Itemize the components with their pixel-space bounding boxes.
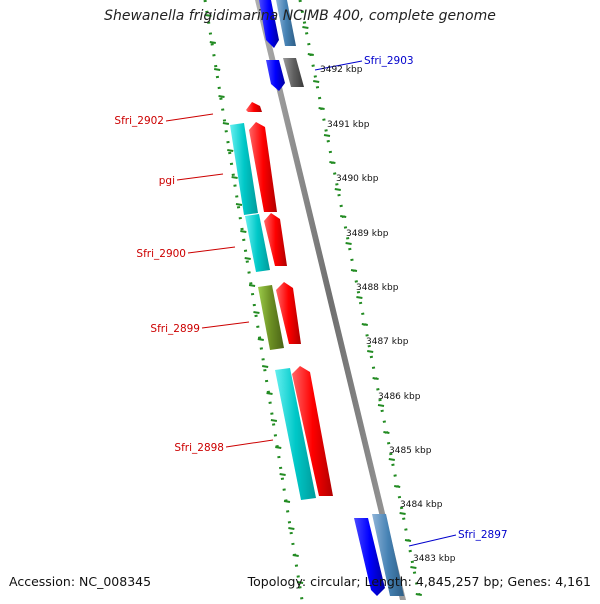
ruler-tick [361, 323, 368, 326]
ruler-tick [240, 230, 247, 233]
ruler-tick [334, 188, 341, 191]
ruler-tick [404, 539, 412, 542]
gene-label-sfri-2899[interactable]: Sfri_2899 [150, 323, 200, 335]
ruler-tick [275, 446, 282, 449]
ruler-tick [244, 257, 251, 260]
ruler-label: 3491 kbp [327, 120, 370, 130]
cds-sfri-2897[interactable] [354, 518, 385, 596]
ruler-tick [253, 311, 260, 314]
ruler-tick [283, 500, 291, 503]
ruler-tick [209, 41, 216, 44]
ruler-tick [302, 26, 309, 29]
ruler-labels: 3492 kbp 3491 kbp 3490 kbp 3489 kbp 3488… [320, 65, 456, 564]
reverse-strand-features [259, 0, 404, 596]
gene-label-sfri-2900[interactable]: Sfri_2900 [136, 248, 186, 260]
ruler [203, 0, 422, 601]
cds-sfri-2903-top[interactable] [259, 0, 279, 48]
ruler-tick [345, 242, 352, 245]
cds-sfri-2898[interactable] [292, 366, 333, 496]
ruler-tick [323, 134, 331, 137]
ruler-label: 3484 kbp [400, 500, 443, 510]
ruler-label: 3488 kbp [356, 283, 399, 293]
cds-pgi[interactable] [249, 122, 277, 212]
ruler-tick [410, 566, 417, 569]
cds-sfri-2899[interactable] [276, 282, 301, 344]
ruler-tick [313, 80, 320, 83]
ruler-tick [270, 419, 278, 422]
ruler-tick [213, 68, 221, 71]
ruler-tick [231, 176, 238, 179]
forward-strand-features [230, 102, 333, 500]
ruler-tick [399, 512, 406, 515]
ruler-tick [356, 296, 363, 299]
gene-label-pgi[interactable]: pgi [159, 175, 175, 187]
ruler-tick [394, 485, 401, 488]
cds-sfri-2900[interactable] [264, 213, 287, 266]
gene-label-sfri-2898[interactable]: Sfri_2898 [174, 442, 224, 454]
ruler-label: 3486 kbp [378, 392, 421, 402]
ruler-tick [367, 350, 374, 353]
ruler-tick [248, 284, 256, 287]
gene-label-sfri-2897[interactable]: Sfri_2897 [458, 529, 508, 541]
map-title: Shewanella frigidimarina NCIMB 400, comp… [104, 8, 496, 24]
ruler-tick [218, 95, 225, 98]
ruler-tick [262, 365, 269, 368]
ruler-tick [372, 377, 379, 380]
ruler-tick [340, 215, 347, 218]
ruler-label: 3490 kbp [336, 174, 379, 184]
ruler-tick [266, 392, 273, 395]
gene-label-sfri-2903[interactable]: Sfri_2903 [364, 55, 414, 67]
cog-bar-sfri-2897[interactable] [372, 514, 404, 596]
ruler-label: 3492 kbp [320, 65, 363, 75]
ruler-tick [235, 203, 243, 206]
ruler-tick [288, 527, 295, 530]
cog-bar-sfri-2899[interactable] [258, 285, 284, 350]
ruler-tick [205, 14, 212, 17]
genome-backbone [255, 0, 406, 600]
accession-text: Accession: NC_008345 [9, 574, 152, 589]
ruler-tick [377, 404, 385, 407]
ruler-label: 3489 kbp [346, 229, 389, 239]
gene-labels: Sfri_2903 Sfri_2902 pgi Sfri_2900 Sfri_2… [114, 55, 507, 541]
cds-sfri-2903[interactable] [266, 60, 285, 91]
cog-bar-top[interactable] [276, 0, 296, 46]
cog-bar-sfri-2903[interactable] [283, 58, 304, 87]
ruler-tick [222, 122, 230, 125]
ruler-tick-marks [205, 14, 422, 596]
ruler-tick [307, 53, 314, 56]
ruler-tick [388, 458, 395, 461]
ruler-tick [350, 269, 358, 272]
label-leaders [165, 60, 457, 547]
ruler-label: 3483 kbp [413, 554, 456, 564]
ruler-tick [227, 149, 234, 152]
ruler-tick [296, 581, 304, 584]
genome-summary-text: Topology: circular; Length: 4,845,257 bp… [247, 574, 591, 589]
ruler-tick [318, 107, 325, 110]
ruler-tick [292, 554, 299, 557]
ruler-tick [329, 161, 336, 164]
ruler-tick [415, 593, 422, 596]
cds-sfri-2902[interactable] [246, 102, 262, 112]
ruler-label: 3485 kbp [389, 446, 432, 456]
cog-bar-sfri-2898[interactable] [275, 368, 316, 500]
ruler-inner-dotted-line [203, 0, 304, 601]
ruler-tick [257, 338, 264, 341]
ruler-label: 3487 kbp [366, 337, 409, 347]
ruler-tick [279, 473, 286, 476]
ruler-tick [383, 431, 390, 434]
gene-label-sfri-2902[interactable]: Sfri_2902 [114, 115, 164, 127]
cog-bar-pgi[interactable] [230, 123, 258, 215]
cog-bar-sfri-2900[interactable] [245, 214, 270, 272]
